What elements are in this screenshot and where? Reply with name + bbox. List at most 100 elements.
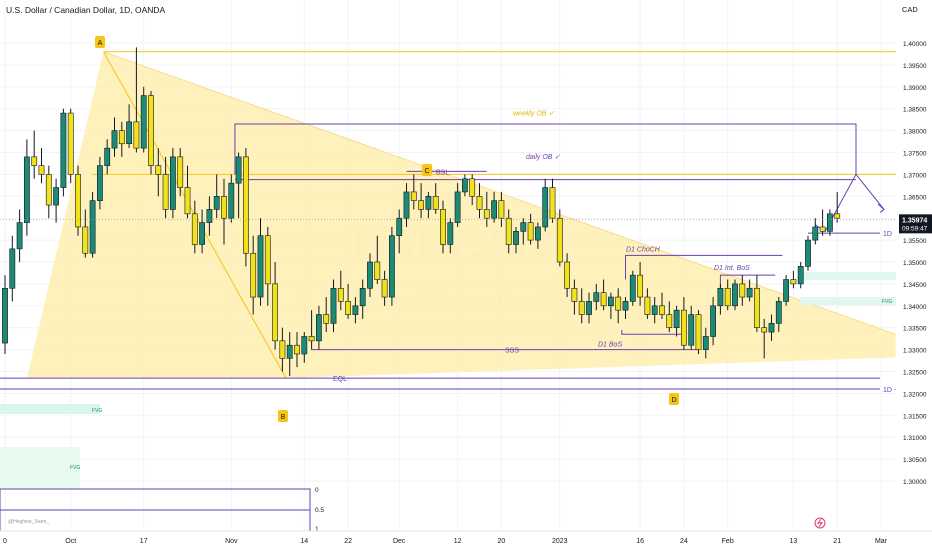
candle-bear [38, 165, 45, 175]
candle-bull [235, 156, 242, 184]
candle-bear [45, 174, 52, 206]
bsl-label: BSL [436, 169, 449, 176]
candle-bear [75, 174, 81, 228]
chart-header-title: U.S. Dollar / Canadian Dollar, 1D, OANDA [6, 5, 166, 15]
candle-bull [403, 191, 410, 219]
candle-bull [396, 217, 403, 237]
candle-bear [571, 287, 578, 302]
candle-bull [710, 305, 716, 337]
y-tick-label: 1.37500 [903, 151, 927, 158]
candle-bull [60, 112, 67, 188]
point-b-label-bg [278, 410, 288, 422]
x-tick-label: Feb [722, 538, 734, 545]
d1-choch-label: D1 ChoCH [626, 246, 661, 253]
fib-label: 1 [315, 526, 319, 533]
fib-label: 0 [315, 487, 319, 494]
candle-bear [739, 283, 746, 298]
candle-bear [432, 196, 439, 210]
candle-bull [367, 261, 373, 289]
candle-bull [286, 344, 293, 359]
candle-bear [345, 301, 351, 315]
candle-bear [600, 292, 607, 307]
point-d-label-bg [669, 393, 679, 405]
candle-bull [688, 314, 695, 346]
candle-bear [264, 235, 271, 285]
wedge-upper-line [103, 51, 896, 335]
y-tick-label: 1.35500 [903, 238, 927, 245]
candle-bull [206, 209, 213, 223]
candle-bull [140, 95, 147, 149]
candle-bull [593, 292, 600, 302]
fvg-zone-lower [0, 447, 80, 489]
level-tag-1d: 1D [883, 231, 892, 238]
candle-bull [491, 200, 497, 219]
candle-bull [768, 323, 775, 333]
d1-int-bos-label: D1 Int. BoS [714, 265, 750, 272]
candle-bear [155, 165, 162, 175]
candle-bull [330, 287, 337, 324]
candle-bear [556, 217, 563, 263]
eql-label: EQL [333, 376, 347, 383]
candle-bear [118, 130, 125, 145]
candle-bull [425, 196, 432, 210]
candle-bull [257, 235, 264, 298]
candle-bear [191, 213, 198, 245]
projection-arrowhead [877, 203, 885, 213]
point-d-label: D [671, 397, 676, 404]
y-tick-label: 1.34500 [903, 282, 927, 289]
candle-bull [732, 283, 738, 307]
price-tag-value: 1.35974 [902, 217, 927, 224]
y-tick-label: 1.32000 [903, 391, 927, 398]
candle-bear [564, 261, 570, 289]
candle-bull [2, 287, 8, 344]
axis-currency-label: CAD [902, 5, 918, 14]
price-axis [898, 0, 932, 550]
candle-bear [498, 200, 505, 219]
candle-bull [213, 196, 220, 210]
candle-bull [228, 182, 235, 219]
point-a-label-bg [95, 36, 105, 48]
y-tick-label: 1.38500 [903, 107, 927, 114]
x-tick-label: 24 [680, 538, 688, 545]
candle-bull [352, 305, 359, 315]
candle-bear [148, 95, 154, 166]
candle-bull [16, 222, 23, 250]
x-tick-label: 2023 [552, 538, 568, 545]
candle-bear [761, 327, 768, 333]
candle-bear [67, 112, 74, 175]
candle-bear [177, 156, 184, 188]
lightning-icon [814, 517, 826, 529]
candle-bear [243, 156, 249, 254]
candle-bear [476, 196, 483, 210]
candle-bull [607, 296, 614, 307]
lightning-icon-bolt [816, 518, 824, 528]
fib-label: 0.5 [315, 507, 324, 514]
y-tick-label: 1.35000 [903, 260, 927, 267]
candle-bear [483, 209, 490, 219]
candle-bear [133, 121, 140, 149]
y-tick-label: 1.33000 [903, 348, 927, 355]
candle-bear [644, 296, 651, 315]
candle-bull [513, 231, 519, 245]
candle-bull [9, 248, 16, 289]
weekly-ob-label: weekly OB ✓ [513, 110, 554, 117]
x-tick-label: 22 [344, 538, 352, 545]
candle-bear [374, 261, 381, 280]
y-tick-label: 1.30500 [903, 457, 927, 464]
candle-bear [527, 222, 534, 241]
candle-bear [505, 217, 512, 245]
candle-bull [461, 178, 468, 193]
price-tag-countdown: 09:59:47 [902, 225, 928, 232]
candle-bear [834, 213, 841, 219]
y-tick-label: 1.40000 [903, 41, 927, 48]
x-tick-label: 0 [3, 538, 7, 545]
candle-bear [184, 187, 191, 215]
fvg-label: FVG [882, 299, 892, 305]
candle-bull [199, 222, 205, 245]
candle-bear [680, 309, 687, 346]
candle-bull [388, 235, 395, 298]
fvg-zone-right-b [800, 297, 896, 305]
y-tick-label: 1.39000 [903, 85, 927, 92]
